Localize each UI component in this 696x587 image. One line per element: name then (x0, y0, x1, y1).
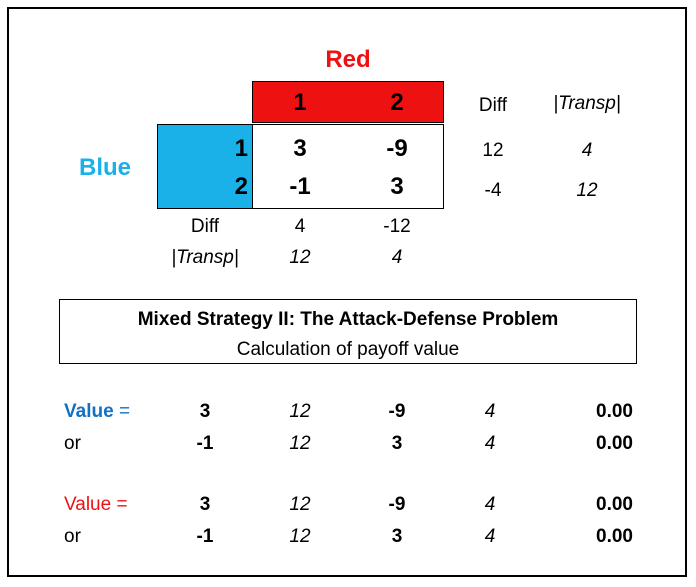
row-transp-1: 4 (581, 140, 593, 161)
red-strategy-2: 2 (390, 89, 404, 116)
red-value-word: Value (64, 494, 112, 515)
red-value-equals: = (116, 494, 128, 515)
col-transp-label: |Transp| (171, 247, 239, 268)
row-transp-2: 12 (576, 180, 598, 201)
col-diff-1: 4 (294, 216, 306, 237)
blue-value-word: Value (64, 401, 114, 422)
blue-row1-wa: 12 (289, 401, 311, 422)
payoff-cell-1-2: -9 (386, 135, 408, 162)
col-transp-1: 12 (289, 247, 311, 268)
blue-row2-wb: 4 (484, 433, 496, 454)
blue-row2-wa: 12 (289, 433, 311, 454)
payoff-cell-1-1: 3 (293, 135, 307, 162)
blue-strategy-1: 1 (234, 135, 248, 162)
row-diff-2: -4 (484, 180, 502, 201)
payoff-cell-2-2: 3 (390, 173, 404, 200)
blue-row2-a: -1 (196, 433, 214, 454)
row-transp-header: |Transp| (553, 93, 621, 114)
red-row2-b: 3 (391, 526, 403, 547)
blue-value-equals: = (118, 401, 131, 422)
blue-row1-b: -9 (388, 401, 406, 422)
col-diff-label: Diff (190, 216, 220, 237)
red-strategy-header (252, 81, 444, 123)
red-row1-wa: 12 (289, 494, 311, 515)
red-value-label: Value = (64, 494, 128, 516)
row-diff-1: 12 (482, 140, 504, 161)
red-row2-result: 0.00 (596, 526, 633, 547)
red-row2-a: -1 (196, 526, 214, 547)
red-row1-a: 3 (199, 494, 211, 515)
red-row1-wb: 4 (484, 494, 496, 515)
red-row2-wb: 4 (484, 526, 496, 547)
blue-value-label: Value = (64, 401, 130, 423)
blue-row1-a: 3 (199, 401, 211, 422)
blue-player-label: Blue (79, 154, 132, 181)
payoff-cell-2-1: -1 (289, 173, 311, 200)
matrix-border (157, 124, 444, 209)
blue-row2-result: 0.00 (596, 433, 633, 454)
page-title: Mixed Strategy II: The Attack-Defense Pr… (137, 309, 559, 330)
blue-row1-wb: 4 (484, 401, 496, 422)
title-box (59, 299, 637, 364)
red-or-label: or (64, 526, 81, 547)
col-transp-2: 4 (391, 247, 403, 268)
red-strategy-1: 1 (293, 89, 307, 116)
blue-row1-result: 0.00 (596, 401, 633, 422)
row-diff-header: Diff (478, 95, 508, 116)
blue-row2-b: 3 (391, 433, 403, 454)
red-row1-result: 0.00 (596, 494, 633, 515)
figure-frame (7, 7, 687, 577)
red-row1-b: -9 (388, 494, 406, 515)
red-row2-wa: 12 (289, 526, 311, 547)
red-player-label: Red (325, 46, 371, 73)
col-diff-2: -12 (383, 216, 411, 237)
blue-or-label: or (64, 433, 81, 454)
blue-strategy-2: 2 (234, 173, 248, 200)
page-subtitle: Calculation of payoff value (236, 339, 460, 360)
